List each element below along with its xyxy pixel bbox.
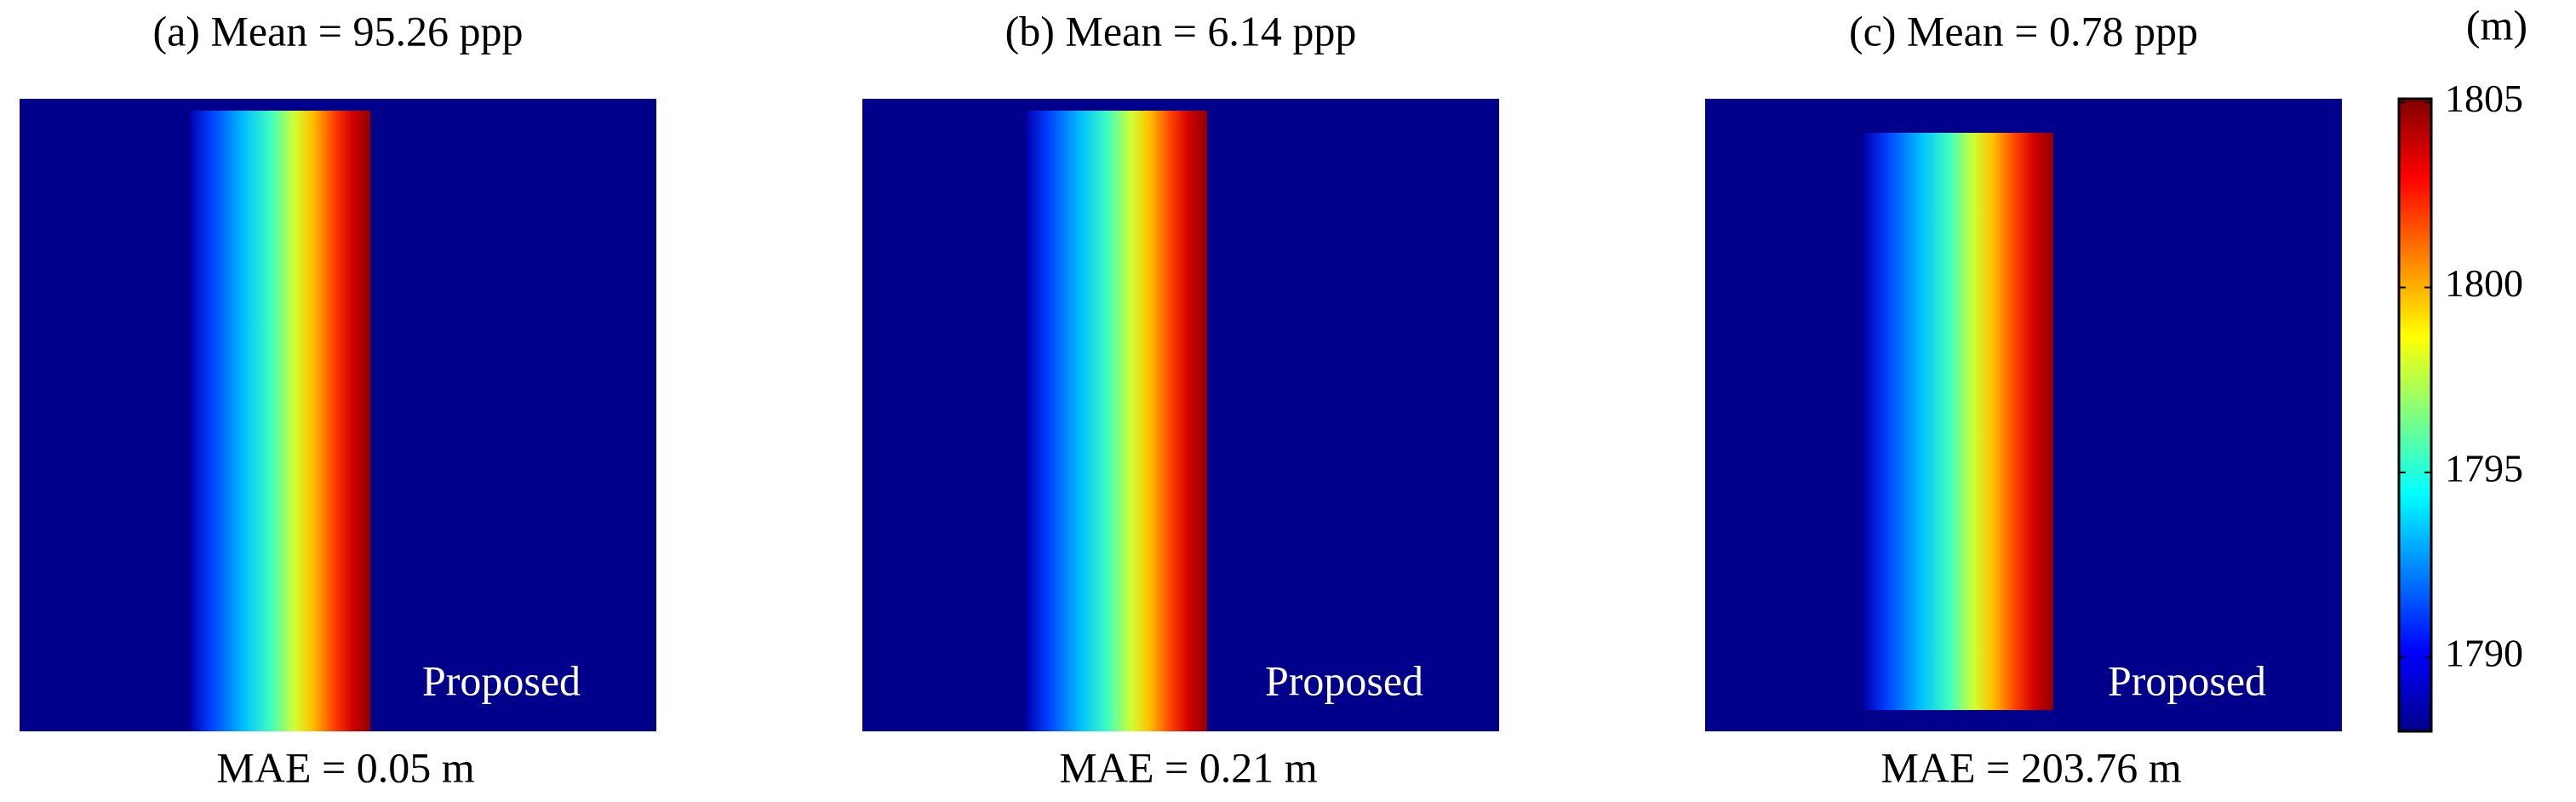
panel-method-label: Proposed	[1265, 656, 1423, 704]
depth-map-target	[1864, 133, 2053, 710]
colorbar	[2397, 97, 2433, 733]
colorbar-tick-label: 1800	[2445, 261, 2523, 305]
panel-caption: MAE = 0.05 m	[216, 743, 474, 791]
panel-title: (a) Mean = 95.26 ppp	[152, 7, 523, 54]
panel-method-label: Proposed	[2108, 656, 2266, 704]
panel-caption: MAE = 203.76 m	[1880, 743, 2181, 791]
panel-method-label: Proposed	[422, 656, 581, 704]
depth-map-target	[190, 111, 370, 731]
panel-caption: MAE = 0.21 m	[1059, 743, 1317, 791]
panel-title: (b) Mean = 6.14 ppp	[1005, 7, 1357, 54]
colorbar-tick-label: 1805	[2445, 77, 2523, 120]
colorbar-tick-label: 1795	[2445, 446, 2523, 490]
panel-title: (c) Mean = 0.78 ppp	[1849, 7, 2198, 54]
depth-map-target	[1027, 111, 1207, 731]
colorbar-unit: (m)	[2466, 1, 2527, 49]
colorbar-tick-label: 1790	[2445, 632, 2523, 675]
